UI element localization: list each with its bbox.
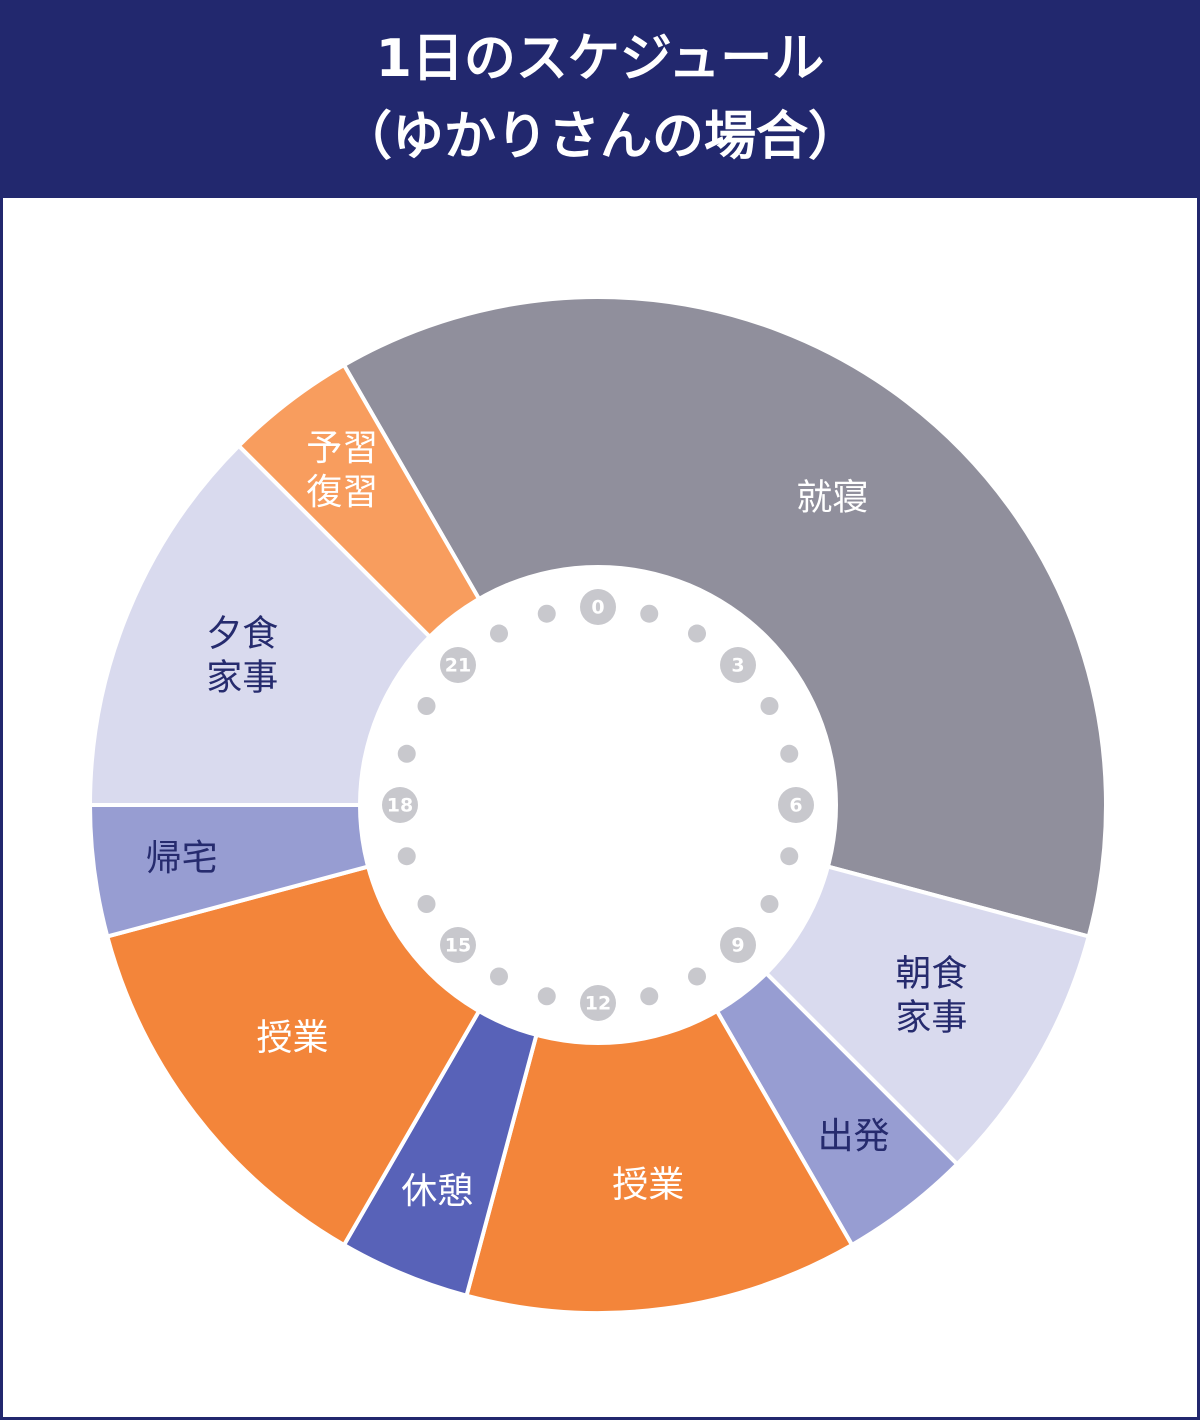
hour-tick [439, 927, 476, 964]
hour-dot [537, 987, 556, 1006]
hour-dot [417, 697, 436, 715]
hour-label: 9 [731, 935, 744, 957]
hour-dot [760, 697, 779, 715]
hour-tick [720, 646, 757, 683]
hour-tick [439, 646, 476, 683]
segment-label: 予習 [306, 428, 378, 469]
hour-tick [778, 787, 814, 823]
hour-dot [417, 895, 436, 913]
hour-tick [580, 985, 616, 1021]
hour-label: 15 [445, 935, 471, 957]
segment-label: 家事 [895, 998, 967, 1039]
hour-tick [382, 787, 418, 823]
hour-dot [537, 604, 556, 623]
segment-label: 出発 [818, 1116, 890, 1157]
segment-label: 授業 [612, 1165, 684, 1206]
hour-tick [720, 927, 757, 964]
title-bar [0, 0, 1200, 198]
hour-dot [397, 744, 416, 763]
segment-label: 復習 [306, 472, 378, 513]
hour-dot [640, 987, 659, 1006]
segment-label: 就寝 [796, 478, 868, 519]
hour-dot [688, 967, 706, 986]
hour-label: 6 [789, 795, 802, 817]
hour-dot [397, 847, 416, 866]
chart-title: 1日のスケジュール [376, 29, 825, 89]
chart-title: （ゆかりさんの場合） [340, 107, 860, 167]
segment-label: 家事 [206, 658, 278, 699]
hour-label: 12 [585, 993, 611, 1015]
segment-label: 帰宅 [146, 838, 218, 879]
segment-label: 休憩 [401, 1171, 473, 1212]
hour-label: 0 [591, 597, 604, 619]
hour-dot [760, 895, 779, 913]
hour-label: 3 [731, 654, 744, 676]
segment-label: 授業 [257, 1017, 329, 1058]
hour-label: 18 [387, 795, 413, 817]
hour-dot [780, 847, 799, 866]
dial [358, 565, 838, 1045]
hour-dot [490, 624, 508, 643]
hour-tick [580, 589, 616, 625]
hour-dot [688, 624, 706, 643]
segment-label: 朝食 [895, 954, 967, 995]
hour-label: 21 [445, 654, 471, 676]
hour-dot [640, 604, 659, 623]
hour-dot [490, 967, 508, 986]
segment-label: 夕食 [206, 614, 278, 655]
hour-dot [780, 744, 799, 763]
